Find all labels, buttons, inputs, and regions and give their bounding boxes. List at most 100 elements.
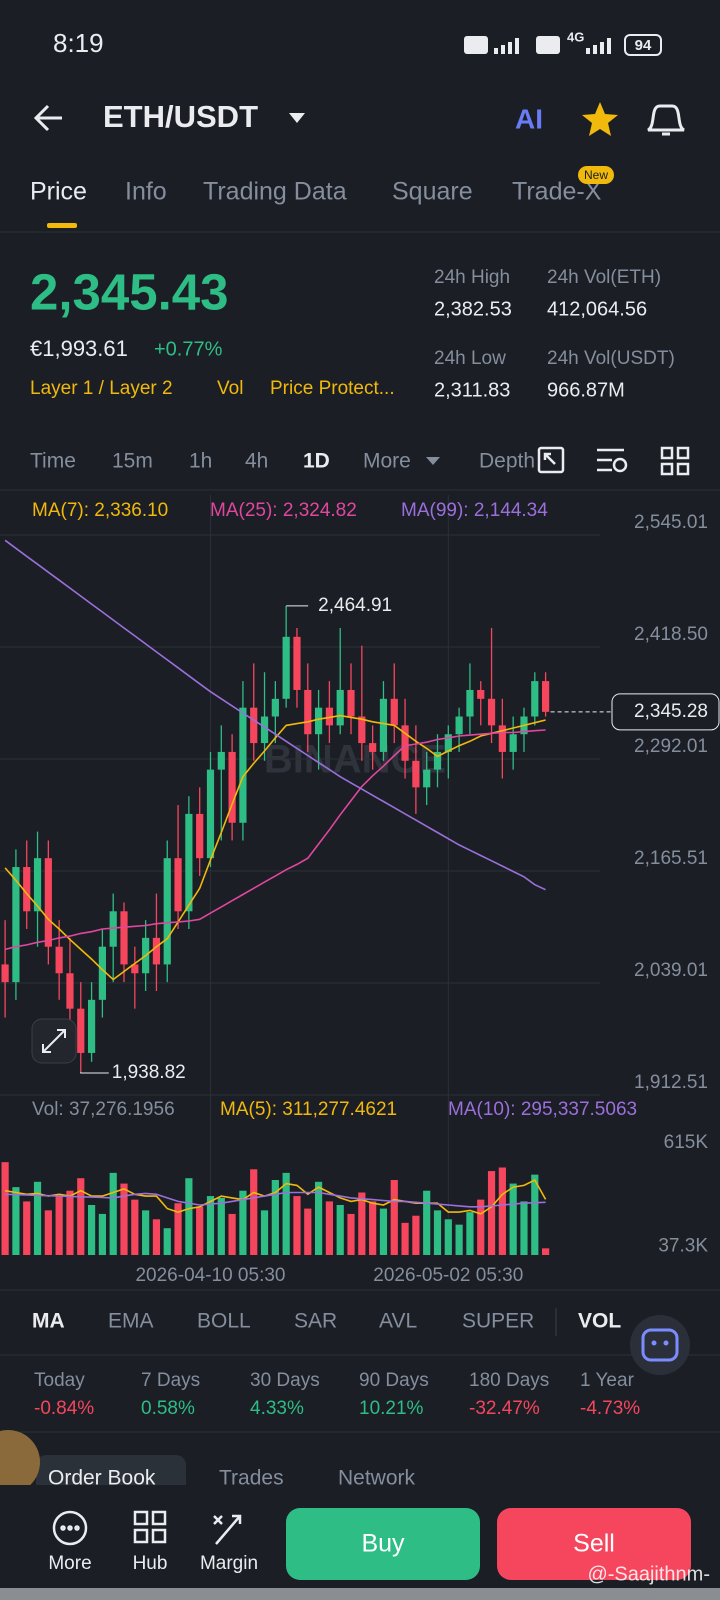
- volume-bar: [77, 1178, 85, 1255]
- candle-body: [196, 813, 204, 859]
- candle-body: [87, 999, 96, 1053]
- candle-body: [358, 716, 366, 744]
- bottom-tab[interactable]: Network: [338, 1467, 416, 1490]
- pair-dropdown[interactable]: [289, 113, 305, 123]
- volume-bar: [347, 1213, 355, 1255]
- candle-body: [44, 858, 52, 947]
- volume-bar: [87, 1205, 96, 1255]
- interval[interactable]: 1D: [303, 450, 330, 473]
- bottom-tab[interactable]: Order Book: [48, 1467, 156, 1490]
- badge-bg: [578, 166, 614, 184]
- bottom-tab[interactable]: Trades: [219, 1467, 284, 1490]
- volume-bar: [185, 1178, 193, 1255]
- gesture-bar: [0, 1588, 720, 1600]
- tag[interactable]: Vol: [217, 378, 243, 399]
- candle-body: [466, 689, 474, 717]
- perf-value: 4.33%: [250, 1398, 304, 1419]
- notifications[interactable]: [647, 104, 685, 136]
- perf-label: 30 Days: [250, 1370, 320, 1391]
- volume-tick-label: 37.3K: [658, 1235, 708, 1256]
- indicator[interactable]: BOLL: [197, 1310, 251, 1333]
- chart-tools[interactable]: [537, 446, 690, 476]
- last-price: 2,345.43: [30, 263, 229, 320]
- interval[interactable]: 4h: [245, 450, 268, 473]
- candle-body: [260, 716, 269, 744]
- signal-icons: [464, 36, 611, 54]
- perf-value: -32.47%: [469, 1398, 540, 1419]
- perf-label: Today: [34, 1370, 85, 1391]
- indicator[interactable]: MA: [32, 1310, 65, 1333]
- last-price-label: 2,345.28: [634, 701, 708, 722]
- candle-body: [401, 725, 409, 761]
- stat-label: 24h Vol(ETH): [547, 267, 661, 288]
- pair[interactable]: ETH/USDT: [103, 99, 258, 134]
- interval[interactable]: More: [363, 450, 411, 473]
- interval[interactable]: 15m: [112, 450, 153, 473]
- tag[interactable]: Price Protect...: [270, 378, 395, 399]
- nav-item[interactable]: More: [48, 1553, 91, 1574]
- volume-bar: [433, 1210, 442, 1255]
- expand-button[interactable]: [31, 1018, 77, 1064]
- volume-bar: [282, 1172, 290, 1255]
- indicator[interactable]: AVL: [379, 1310, 417, 1333]
- candle-body: [455, 716, 463, 735]
- favorite[interactable]: [582, 102, 618, 136]
- candle-body: [293, 636, 301, 690]
- ai-button[interactable]: AI: [515, 103, 543, 134]
- indicator[interactable]: VOL: [578, 1310, 621, 1333]
- volume-bar: [542, 1248, 550, 1255]
- more-dropdown[interactable]: [426, 457, 440, 465]
- volume-bar: [109, 1172, 117, 1255]
- back-button[interactable]: [33, 104, 62, 132]
- candle-body: [77, 1008, 85, 1053]
- tab[interactable]: Info: [125, 178, 167, 206]
- candle-body: [109, 911, 117, 947]
- perf-value: -4.73%: [580, 1398, 640, 1419]
- x-tick-label: 2026-05-02 05:30: [373, 1265, 523, 1286]
- watermark: @-Saajithnm-: [587, 1563, 710, 1585]
- volume-bar: [412, 1215, 420, 1255]
- candle-body: [217, 751, 225, 770]
- tab[interactable]: Square: [392, 178, 473, 206]
- volume-ma-line: [4, 1178, 547, 1215]
- nav-item[interactable]: Margin: [200, 1553, 258, 1574]
- buy-label[interactable]: Buy: [361, 1530, 405, 1558]
- buy-button[interactable]: [286, 1508, 480, 1580]
- candle-body: [325, 707, 333, 726]
- stat-label: 24h High: [434, 267, 510, 288]
- bottom-tabs: Order Book Trades Network: [48, 1467, 416, 1490]
- tag[interactable]: Layer 1 / Layer 2: [30, 378, 173, 399]
- volume-bar: [239, 1190, 247, 1255]
- volume-tick-label: 615K: [664, 1132, 709, 1153]
- volume-bar: [55, 1196, 63, 1255]
- volume-bar: [358, 1192, 366, 1255]
- nav-icons: [52, 1510, 242, 1546]
- interval[interactable]: Depth: [479, 450, 535, 473]
- candle-body: [152, 937, 161, 965]
- volume-bar: [206, 1196, 215, 1255]
- indicator[interactable]: SAR: [294, 1310, 337, 1333]
- indicator[interactable]: EMA: [108, 1310, 154, 1333]
- sell-button[interactable]: [497, 1508, 691, 1580]
- stat-label: 24h Low: [434, 348, 506, 369]
- candle-body: [55, 946, 63, 974]
- nav-item[interactable]: Hub: [133, 1553, 168, 1574]
- tab[interactable]: Trading Data: [203, 178, 347, 206]
- price-chart: BINANCE2,545.012,418.502,292.012,165.512…: [0, 495, 720, 1286]
- tab[interactable]: Price: [30, 178, 87, 206]
- candle-body: [314, 707, 323, 735]
- candle-body: [131, 964, 139, 974]
- interval[interactable]: 1h: [189, 450, 212, 473]
- high-label: 2,464.91: [318, 595, 392, 616]
- volume-bar: [142, 1210, 150, 1255]
- assistant-button[interactable]: [630, 1315, 690, 1375]
- sell-label[interactable]: Sell: [573, 1530, 615, 1558]
- volume-label: Vol: 37,276.1956: [32, 1099, 175, 1120]
- candle-body: [185, 813, 193, 912]
- low-label: 1,938.82: [112, 1062, 186, 1083]
- indicator[interactable]: SUPER: [462, 1310, 534, 1333]
- interval[interactable]: Time: [30, 450, 76, 473]
- floating-avatar[interactable]: [0, 1430, 40, 1494]
- volume-bar: [131, 1199, 139, 1255]
